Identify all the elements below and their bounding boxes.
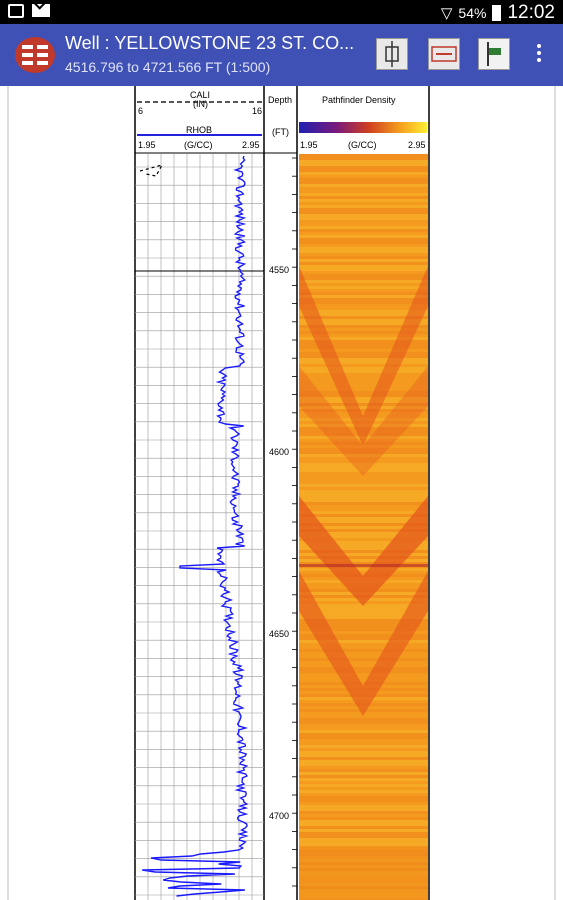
rhob-max: 2.95 — [242, 140, 260, 150]
cali-unit: (IN) — [193, 99, 208, 109]
app-logo-icon[interactable] — [14, 36, 56, 74]
image-notification-icon — [8, 4, 24, 18]
depth-label-4600: 4600 — [269, 447, 290, 457]
depth-label-4700: 4700 — [269, 811, 290, 821]
depth-range: 4516.796 to 4721.566 FT (1:500) — [65, 59, 271, 75]
depth-label-4550: 4550 — [269, 265, 290, 275]
battery-percent: 54% — [458, 5, 487, 21]
track1-grid — [135, 154, 264, 900]
horizontal-fit-button[interactable] — [428, 38, 460, 70]
log-canvas: CALI (IN) 6 16 RHOB 1.95 (G/CC) 2.95 Dep… — [0, 86, 563, 900]
rhob-curve — [142, 155, 249, 897]
overflow-menu-icon[interactable] — [537, 44, 543, 62]
battery-icon — [492, 5, 502, 21]
well-title: Well : YELLOWSTONE 23 ST. CO... — [65, 33, 355, 53]
depth-track-label: Depth — [268, 95, 293, 105]
density-color-scale — [299, 122, 427, 133]
rhob-unit: (G/CC) — [184, 140, 213, 150]
log-plot[interactable] — [0, 86, 563, 900]
vertical-zoom-icon — [385, 41, 399, 67]
cali-curve — [139, 164, 164, 177]
track1-header — [134, 86, 265, 900]
depth-track-unit: (FT) — [272, 127, 289, 137]
mail-notification-icon — [32, 4, 50, 17]
marker-button[interactable] — [478, 38, 510, 70]
horizontal-fit-icon — [431, 46, 457, 62]
cali-label: CALI — [190, 90, 211, 100]
density-max: 2.95 — [408, 140, 426, 150]
vertical-zoom-button[interactable] — [376, 38, 408, 70]
depth-ticks — [292, 157, 297, 887]
cali-max: 16 — [252, 106, 263, 116]
app-bar: Well : YELLOWSTONE 23 ST. CO... 4516.796… — [0, 24, 563, 86]
cali-min: 6 — [138, 106, 144, 116]
status-bar: ▽ 54% 12:02 — [0, 0, 563, 24]
depth-label-4650: 4650 — [269, 629, 290, 639]
density-image — [299, 154, 428, 900]
flag-icon — [487, 42, 501, 66]
density-min: 1.95 — [300, 140, 318, 150]
density-unit: (G/CC) — [348, 140, 377, 150]
rhob-label: RHOB — [186, 125, 213, 135]
density-track-label: Pathfinder Density — [322, 95, 396, 105]
rhob-min: 1.95 — [138, 140, 156, 150]
wifi-icon: ▽ — [440, 5, 453, 22]
clock: 12:02 — [507, 2, 555, 23]
